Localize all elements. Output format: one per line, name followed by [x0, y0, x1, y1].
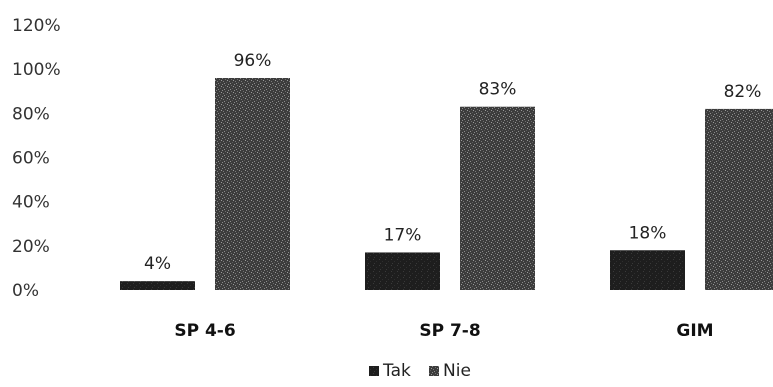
y-tick-label: 0% — [12, 281, 39, 301]
y-axis: 0% 20% 40% 60% 80% 100% 120% — [12, 16, 61, 301]
y-tick-label: 100% — [12, 60, 61, 80]
bar-tak-1 — [120, 281, 195, 290]
bar-nie-3 — [705, 108, 773, 291]
data-label: 4% — [144, 254, 171, 274]
bar-tak-3 — [610, 250, 685, 290]
data-label: 82% — [724, 82, 762, 102]
data-label: 18% — [629, 223, 667, 243]
y-tick-label: 60% — [12, 149, 50, 169]
data-label: 96% — [234, 51, 272, 71]
legend-label: Nie — [443, 361, 471, 381]
legend-swatch-nie — [429, 366, 439, 376]
data-labels-group: 4% 96% 17% 83% 18% 82% — [144, 51, 761, 274]
legend-label: Tak — [382, 361, 411, 381]
y-tick-label: 80% — [12, 104, 50, 124]
bars-group — [120, 78, 773, 291]
y-tick-label: 20% — [12, 237, 50, 257]
x-category-label: SP 4-6 — [174, 321, 235, 341]
legend-swatch-tak — [369, 366, 379, 376]
bar-nie-2 — [460, 106, 535, 290]
y-tick-label: 40% — [12, 193, 50, 213]
x-category-label: SP 7-8 — [419, 321, 480, 341]
data-label: 83% — [479, 80, 517, 100]
data-label: 17% — [384, 225, 422, 245]
bar-nie-1 — [215, 78, 290, 290]
legend: Tak Nie — [369, 361, 471, 381]
x-category-label: GIM — [676, 321, 713, 341]
y-tick-label: 120% — [12, 16, 61, 36]
bar-tak-2 — [365, 252, 440, 290]
x-axis: SP 4-6 SP 7-8 GIM — [174, 321, 713, 341]
